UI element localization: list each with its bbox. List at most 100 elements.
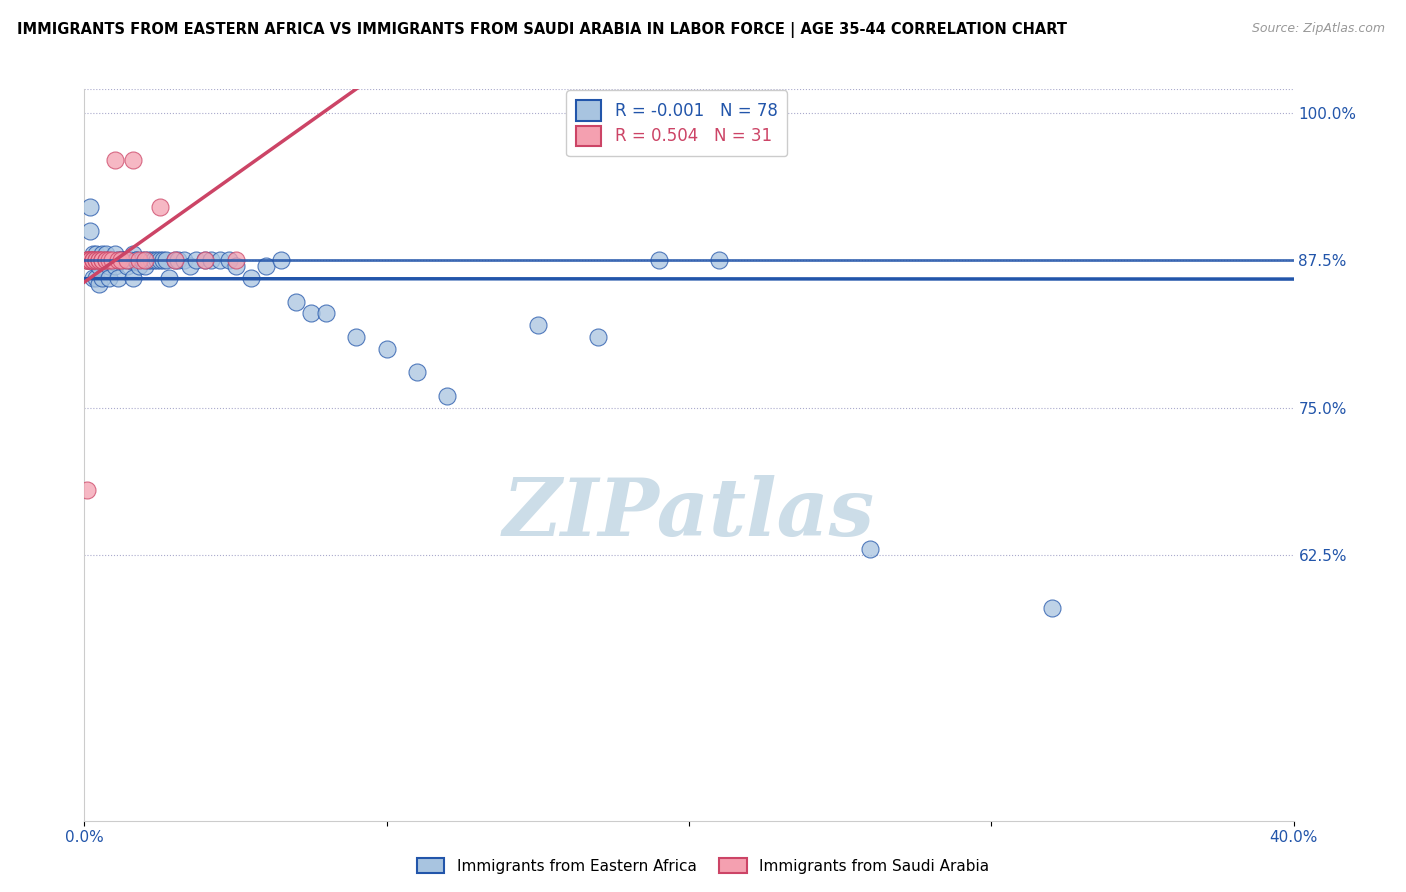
Point bbox=[94, 253, 117, 268]
Point bbox=[225, 253, 247, 268]
Point bbox=[107, 253, 129, 268]
Point bbox=[110, 253, 132, 268]
Point bbox=[134, 259, 156, 273]
Point bbox=[225, 259, 247, 273]
Point bbox=[155, 253, 177, 268]
Point bbox=[200, 253, 222, 268]
Point bbox=[82, 253, 104, 268]
Point bbox=[86, 253, 108, 268]
Point bbox=[76, 483, 98, 498]
Point bbox=[100, 253, 122, 268]
Point bbox=[115, 259, 138, 273]
Point bbox=[82, 253, 104, 268]
Point bbox=[79, 253, 101, 268]
Point bbox=[299, 306, 322, 320]
Point bbox=[79, 200, 101, 214]
Point bbox=[112, 253, 135, 268]
Point bbox=[194, 253, 217, 268]
Point bbox=[146, 253, 169, 268]
Point bbox=[76, 253, 98, 268]
Point bbox=[91, 253, 114, 268]
Point bbox=[97, 253, 120, 268]
Point bbox=[131, 253, 153, 268]
Point bbox=[94, 253, 117, 268]
Point bbox=[254, 259, 277, 273]
Point bbox=[128, 259, 150, 273]
Text: Source: ZipAtlas.com: Source: ZipAtlas.com bbox=[1251, 22, 1385, 36]
Point bbox=[149, 200, 172, 214]
Point bbox=[94, 253, 117, 268]
Point bbox=[125, 253, 148, 268]
Point bbox=[89, 277, 111, 291]
Point bbox=[186, 253, 208, 268]
Point bbox=[179, 259, 201, 273]
Point bbox=[107, 253, 129, 268]
Point bbox=[128, 253, 150, 268]
Point bbox=[86, 271, 108, 285]
Point bbox=[89, 253, 111, 268]
Point bbox=[104, 247, 127, 261]
Point bbox=[76, 253, 98, 268]
Point bbox=[104, 153, 127, 167]
Point bbox=[588, 330, 610, 344]
Point bbox=[859, 542, 882, 557]
Point bbox=[121, 247, 143, 261]
Point bbox=[97, 253, 120, 268]
Point bbox=[79, 253, 101, 268]
Point bbox=[97, 271, 120, 285]
Point bbox=[406, 365, 429, 379]
Point bbox=[218, 253, 240, 268]
Point bbox=[165, 253, 187, 268]
Point bbox=[107, 271, 129, 285]
Point bbox=[285, 294, 308, 309]
Point bbox=[91, 247, 114, 261]
Point bbox=[104, 253, 127, 268]
Point bbox=[94, 247, 117, 261]
Point bbox=[142, 253, 165, 268]
Point bbox=[136, 253, 159, 268]
Legend: Immigrants from Eastern Africa, Immigrants from Saudi Arabia: Immigrants from Eastern Africa, Immigran… bbox=[411, 852, 995, 880]
Point bbox=[91, 253, 114, 268]
Point bbox=[86, 247, 108, 261]
Point bbox=[121, 271, 143, 285]
Legend: R = -0.001   N = 78, R = 0.504   N = 31: R = -0.001 N = 78, R = 0.504 N = 31 bbox=[567, 90, 787, 156]
Point bbox=[167, 253, 190, 268]
Point bbox=[86, 253, 108, 268]
Point bbox=[110, 253, 132, 268]
Point bbox=[125, 253, 148, 268]
Point bbox=[346, 330, 368, 344]
Point bbox=[104, 259, 127, 273]
Point bbox=[97, 259, 120, 273]
Point bbox=[709, 253, 731, 268]
Point bbox=[270, 253, 292, 268]
Point bbox=[82, 271, 104, 285]
Point bbox=[315, 306, 337, 320]
Point bbox=[134, 253, 156, 268]
Point bbox=[239, 271, 262, 285]
Point bbox=[134, 253, 156, 268]
Point bbox=[91, 271, 114, 285]
Point bbox=[86, 253, 108, 268]
Point bbox=[100, 253, 122, 268]
Point bbox=[375, 342, 398, 356]
Point bbox=[165, 253, 187, 268]
Point bbox=[89, 259, 111, 273]
Point bbox=[209, 253, 232, 268]
Point bbox=[79, 224, 101, 238]
Point bbox=[89, 253, 111, 268]
Point bbox=[527, 318, 550, 333]
Point bbox=[152, 253, 174, 268]
Point bbox=[82, 253, 104, 268]
Point bbox=[115, 253, 138, 268]
Point bbox=[94, 253, 117, 268]
Text: ZIPatlas: ZIPatlas bbox=[503, 475, 875, 552]
Point bbox=[115, 253, 138, 268]
Point bbox=[76, 253, 98, 268]
Point bbox=[82, 247, 104, 261]
Point bbox=[82, 253, 104, 268]
Point bbox=[1040, 601, 1063, 615]
Point bbox=[149, 253, 172, 268]
Point bbox=[436, 389, 458, 403]
Point bbox=[118, 253, 141, 268]
Point bbox=[76, 253, 98, 268]
